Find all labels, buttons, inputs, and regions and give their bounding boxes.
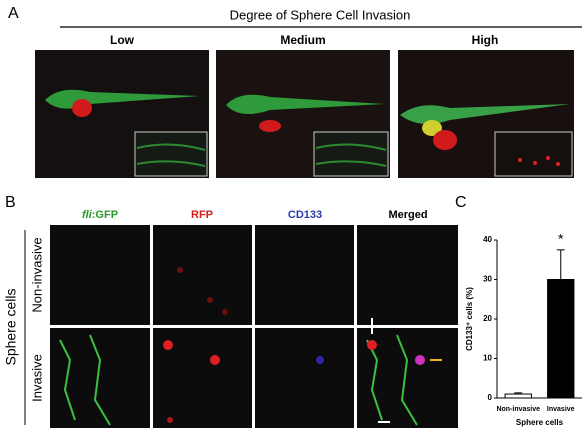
- column-header: RFP: [191, 209, 213, 221]
- panel-title: Degree of Sphere Cell Invasion: [230, 7, 411, 22]
- column-header: Merged: [388, 209, 427, 221]
- bar: [504, 393, 532, 399]
- y-tick-label: 0: [488, 393, 493, 402]
- x-tick-label: Invasive: [547, 406, 575, 413]
- column-header-text: :GFP: [92, 209, 118, 221]
- panel-letter: B: [5, 194, 16, 211]
- y-tick-label: 10: [483, 354, 492, 363]
- bar-chart: 0 10 20 30 40 CD133⁺ cells (%) Sphere cells Non…: [465, 231, 582, 427]
- column-header: CD133: [288, 209, 322, 221]
- fish-image: [35, 50, 209, 178]
- y-tick-label: 30: [483, 275, 492, 284]
- group-label: Sphere cells: [3, 288, 19, 365]
- y-tick-label: 20: [483, 314, 492, 323]
- panel-letter: A: [8, 5, 19, 22]
- image-label: High: [472, 33, 499, 47]
- column-header: fli:GFP: [82, 209, 118, 221]
- fish-image: [398, 50, 574, 178]
- row-label: Invasive: [29, 354, 44, 402]
- row-label: Non-invasive: [29, 237, 44, 312]
- y-tick-label: 40: [483, 235, 492, 244]
- fish-image: [216, 50, 390, 178]
- panel-letter: C: [455, 194, 467, 211]
- x-axis-label: Sphere cells: [516, 418, 564, 427]
- annotation: *: [558, 231, 564, 247]
- y-axis-label: CD133⁺ cells (%): [465, 287, 474, 351]
- column-header-italic: fli: [82, 209, 93, 221]
- x-tick-label: Non-invasive: [496, 406, 540, 413]
- micrograph-grid: [50, 225, 458, 428]
- image-label: Medium: [280, 33, 325, 47]
- image-label: Low: [110, 33, 135, 47]
- bar: [547, 279, 575, 399]
